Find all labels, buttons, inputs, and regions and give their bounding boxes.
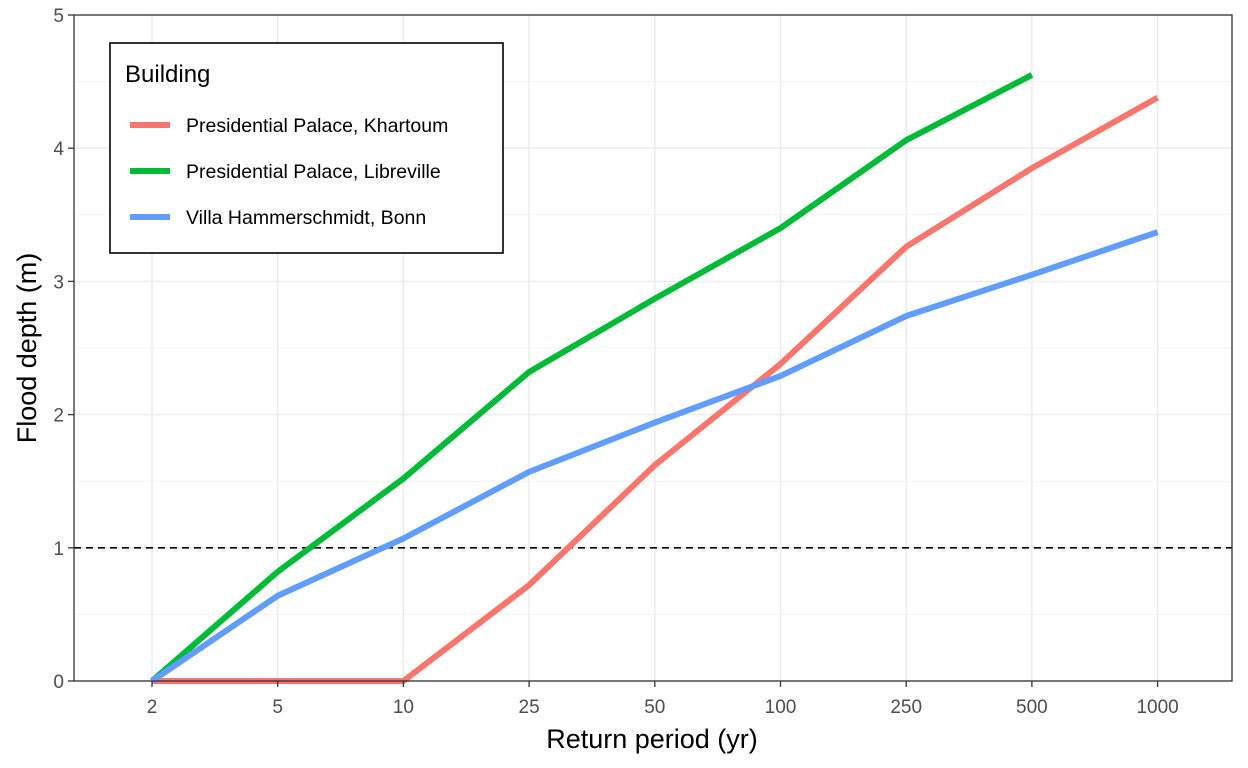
legend-box — [109, 42, 504, 254]
x-tick-label: 5 — [272, 697, 283, 718]
legend-items: Presidential Palace, Khartoum Presidentia… — [130, 115, 448, 229]
x-tick-label: 50 — [644, 697, 665, 718]
y-tick-label: 3 — [53, 272, 64, 293]
legend-label: Presidential Palace, Libreville — [186, 161, 441, 183]
legend-label: Villa Hammerschmidt, Bonn — [186, 207, 426, 229]
y-tick-label: 1 — [53, 539, 64, 560]
x-axis-title: Return period (yr) — [546, 724, 758, 754]
legend-title: Building — [125, 61, 210, 88]
series-line — [150, 72, 1034, 684]
x-tick-label: 25 — [519, 697, 540, 718]
plot-panel-border — [73, 14, 1233, 682]
x-tick-label: 250 — [890, 697, 922, 718]
series-line — [150, 229, 1159, 684]
x-tick-label: 500 — [1016, 697, 1048, 718]
y-tick-label: 0 — [53, 672, 64, 693]
y-tick-label: 2 — [53, 406, 64, 427]
x-tick-label: 2 — [147, 697, 158, 718]
legend: Building Presidential Palace, KhartoumPr… — [109, 42, 504, 254]
x-axis: 2 5 10 25 50 100 250 500 1000 — [147, 681, 1179, 718]
x-tick-label: 10 — [393, 697, 414, 718]
y-axis: 0 1 2 3 4 5 — [53, 6, 74, 693]
y-tick-label: 4 — [53, 139, 64, 160]
x-tick-label: 1000 — [1136, 697, 1178, 718]
y-axis-title: Flood depth (m) — [12, 253, 42, 444]
y-tick-label: 5 — [53, 6, 64, 27]
legend-label: Presidential Palace, Khartoum — [186, 115, 448, 137]
x-tick-label: 100 — [765, 697, 797, 718]
